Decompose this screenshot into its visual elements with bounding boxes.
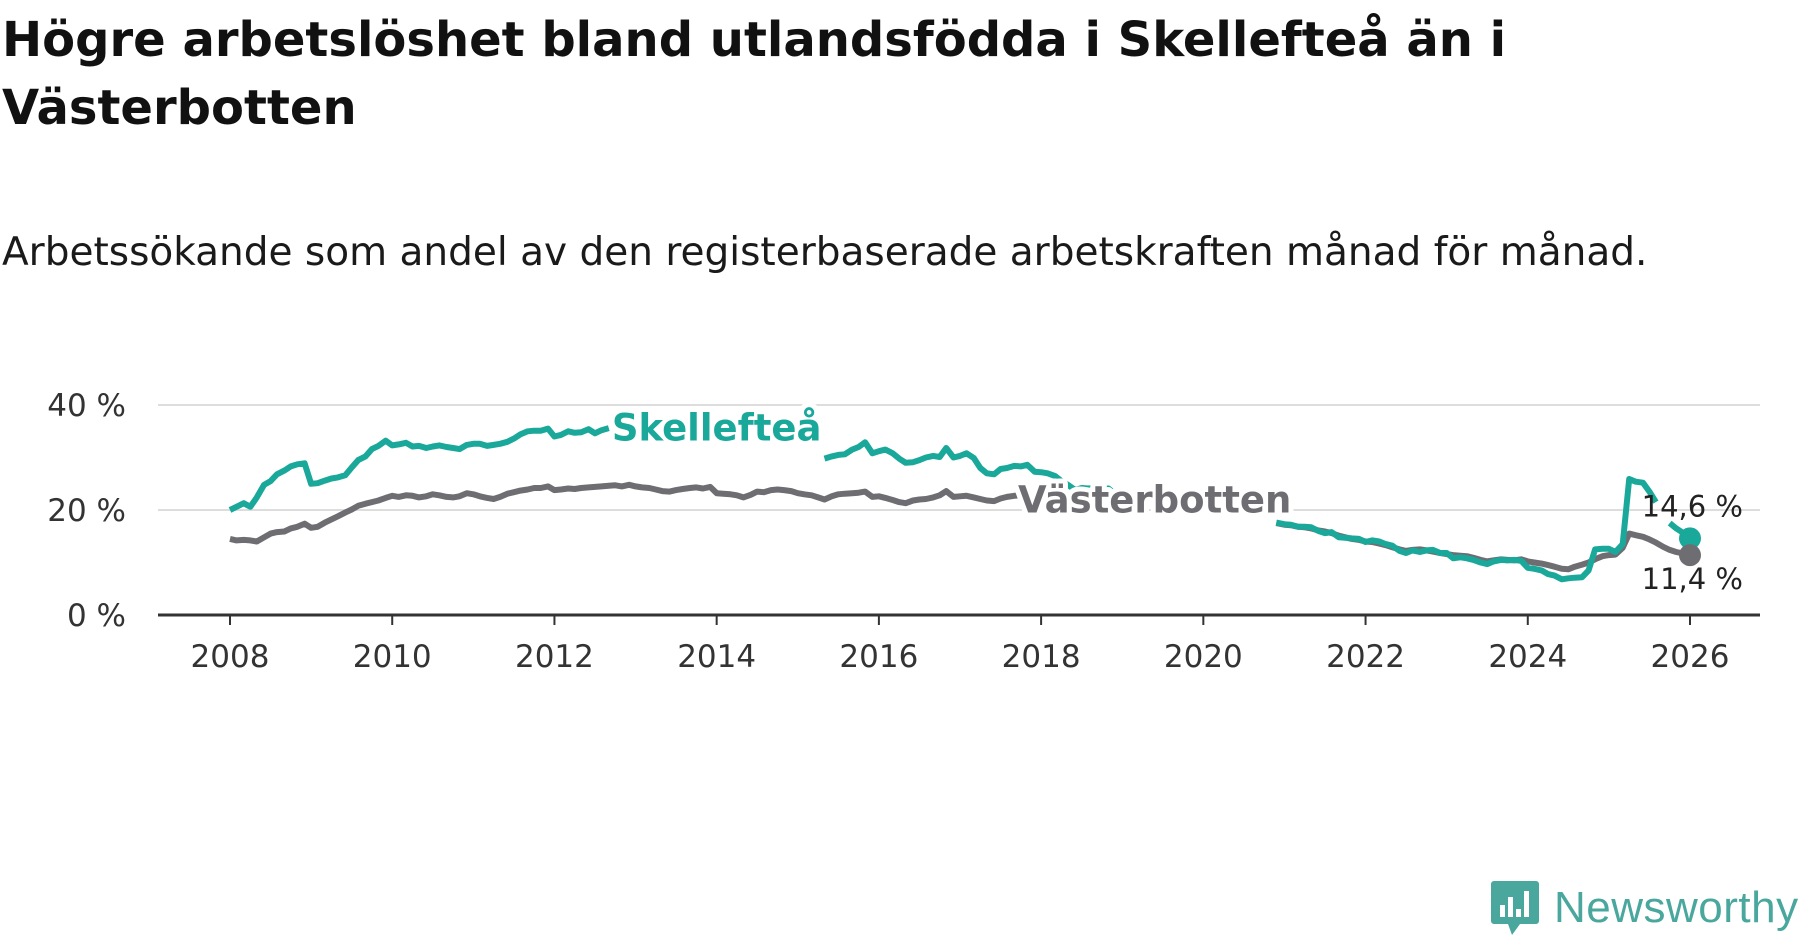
chart-subtitle: Arbetssökande som andel av den registerb… [2, 230, 1648, 275]
y-tick-label: 0 % [67, 598, 126, 634]
newsworthy-logo-text: Newsworthy [1554, 883, 1799, 932]
x-axis-ticks: 2008 2010 2012 2014 2016 2018 2020 2022 2024 2026 [191, 615, 1730, 675]
y-axis-ticks: 0 % 20 % 40 % [47, 388, 126, 634]
series-labels: 14,6 % 11,4 % Skellefteå Västerbotten [607, 402, 1743, 596]
series-line-skelleftea [228, 425, 1692, 583]
end-label-vasterbotten: 11,4 % [1642, 562, 1743, 596]
grid-lines [158, 404, 1760, 617]
y-tick-label: 40 % [47, 388, 126, 424]
x-tick-label: 2014 [677, 639, 756, 675]
x-tick-label: 2020 [1164, 639, 1243, 675]
series-label-skelleftea: Skellefteå [612, 407, 822, 450]
x-tick-label: 2024 [1488, 639, 1567, 675]
chart-title: Högre arbetslöshet bland utlandsfödda i … [2, 12, 1507, 136]
line-chart: 0 % 20 % 40 % 2008 2010 2012 2014 2016 2018 2020… [47, 388, 1760, 675]
newsworthy-logo: Newsworthy [1490, 880, 1799, 936]
x-tick-label: 2016 [839, 639, 918, 675]
series-label-vasterbotten: Västerbotten [1018, 479, 1291, 522]
x-tick-label: 2010 [353, 639, 432, 675]
end-point-skelleftea [1679, 527, 1701, 550]
newsworthy-logo-icon [1491, 881, 1539, 935]
x-tick-label: 2022 [1326, 639, 1405, 675]
x-tick-label: 2018 [1002, 639, 1081, 675]
series-lines [228, 425, 1692, 583]
y-tick-label: 20 % [47, 493, 126, 529]
x-tick-label: 2026 [1651, 639, 1730, 675]
x-tick-label: 2012 [515, 639, 594, 675]
end-label-skelleftea: 14,6 % [1642, 489, 1743, 523]
x-tick-label: 2008 [191, 639, 270, 675]
end-point-vasterbotten [1679, 544, 1701, 567]
